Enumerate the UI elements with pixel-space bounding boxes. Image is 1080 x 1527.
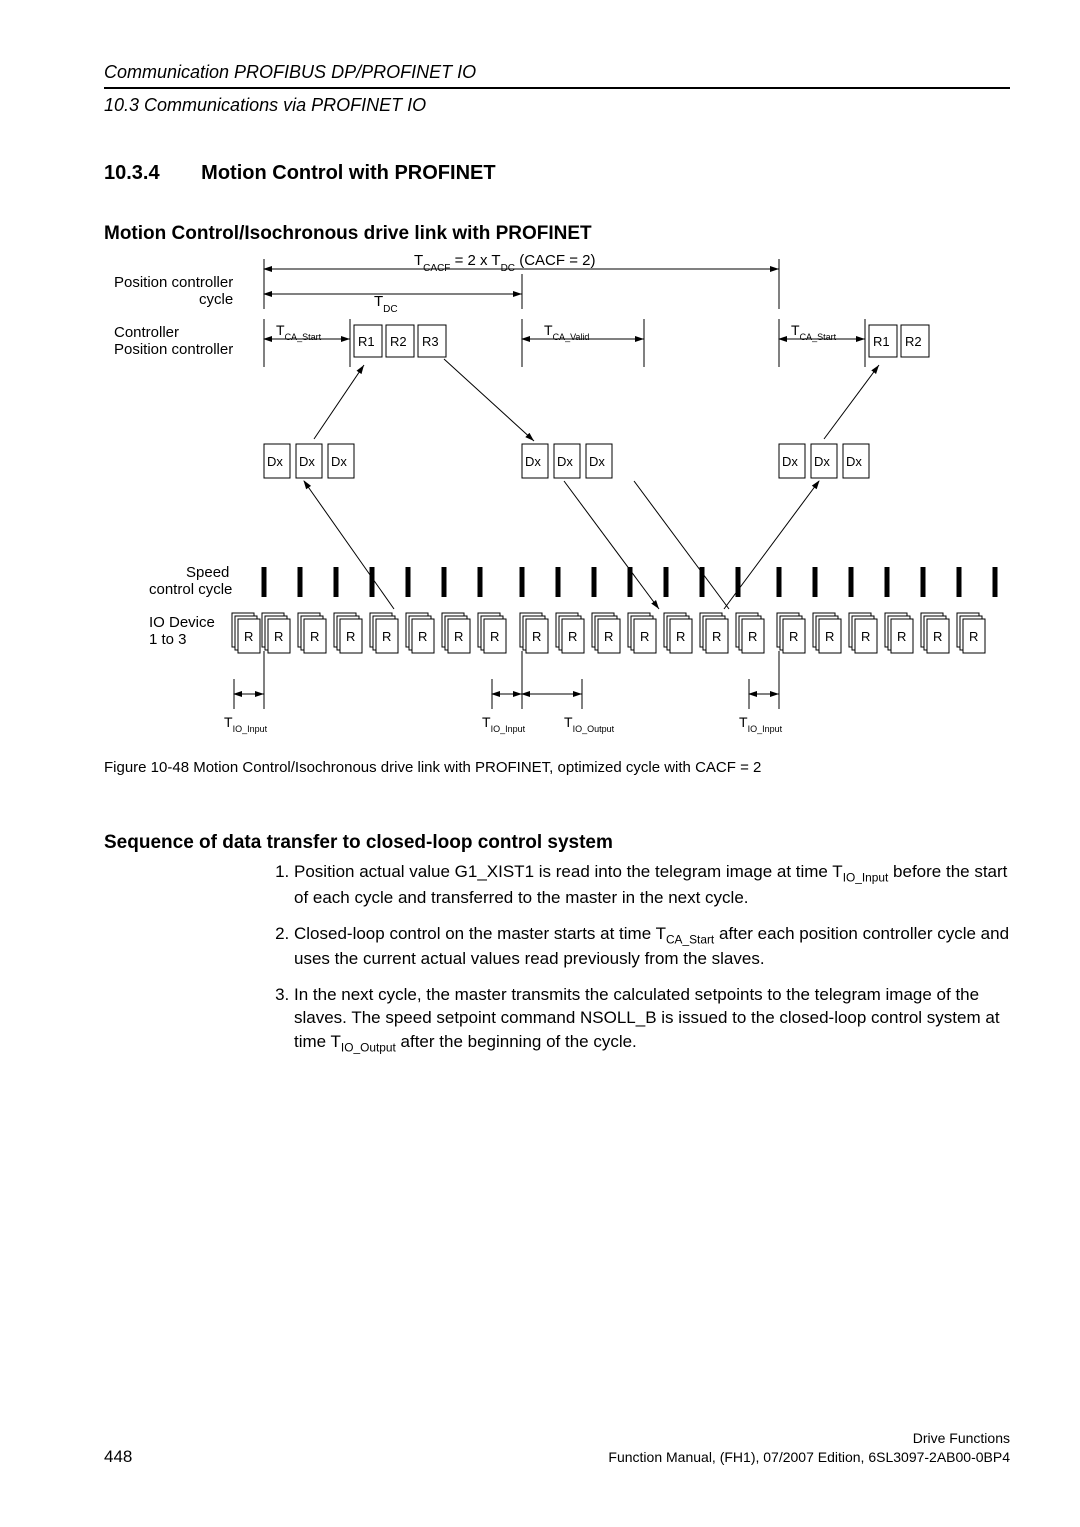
page-number: 448 xyxy=(104,1447,132,1467)
svg-text:R: R xyxy=(418,629,427,644)
section-heading: 10.3.4 Motion Control with PROFINET xyxy=(104,162,1010,185)
sequence-list: Position actual value G1_XIST1 is read i… xyxy=(104,860,1010,1055)
dx-row: Dx Dx Dx Dx Dx Dx Dx Dx Dx xyxy=(264,444,869,478)
footer-right: Drive Functions Function Manual, (FH1), … xyxy=(608,1429,1010,1467)
svg-text:R: R xyxy=(748,629,757,644)
tio-input-1: TIO_Input xyxy=(224,714,268,734)
svg-text:Dx: Dx xyxy=(814,454,830,469)
svg-text:R2: R2 xyxy=(905,334,922,349)
header-rule xyxy=(104,87,1010,89)
label-controller2: Position controller xyxy=(114,341,233,358)
svg-text:R: R xyxy=(244,629,253,644)
tdc-label: TDC xyxy=(374,293,398,315)
svg-text:R1: R1 xyxy=(873,334,890,349)
label-io2: 1 to 3 xyxy=(149,631,187,648)
tio-input-3: TIO_Input xyxy=(739,714,783,734)
svg-text:R: R xyxy=(861,629,870,644)
subheading-2: Sequence of data transfer to closed-loop… xyxy=(104,832,1010,854)
svg-text:R: R xyxy=(346,629,355,644)
svg-text:R: R xyxy=(712,629,721,644)
svg-text:R2: R2 xyxy=(390,334,407,349)
svg-text:R: R xyxy=(933,629,942,644)
svg-text:R: R xyxy=(897,629,906,644)
label-pos-cycle: Position controller xyxy=(114,274,233,291)
svg-text:R: R xyxy=(969,629,978,644)
svg-text:R: R xyxy=(676,629,685,644)
list-item-2: Closed-loop control on the master starts… xyxy=(294,922,1010,971)
svg-text:Dx: Dx xyxy=(589,454,605,469)
svg-text:Dx: Dx xyxy=(557,454,573,469)
svg-text:Dx: Dx xyxy=(299,454,315,469)
label-io: IO Device xyxy=(149,614,215,631)
label-pos-cycle2: cycle xyxy=(199,291,233,308)
svg-text:R: R xyxy=(604,629,613,644)
svg-text:Dx: Dx xyxy=(331,454,347,469)
svg-text:R: R xyxy=(789,629,798,644)
svg-text:R: R xyxy=(454,629,463,644)
svg-text:R: R xyxy=(640,629,649,644)
tio-input-2: TIO_Input xyxy=(482,714,526,734)
list-item-3: In the next cycle, the master transmits … xyxy=(294,983,1010,1056)
svg-text:R: R xyxy=(490,629,499,644)
header-line2: 10.3 Communications via PROFINET IO xyxy=(104,93,1010,118)
speed-ticks xyxy=(264,567,995,597)
label-speed2: control cycle xyxy=(149,581,232,598)
figure-caption: Figure 10-48 Motion Control/Isochronous … xyxy=(104,759,1010,776)
tio-output: TIO_Output xyxy=(564,714,615,734)
subheading-1: Motion Control/Isochronous drive link wi… xyxy=(104,223,1010,245)
header-line1: Communication PROFIBUS DP/PROFINET IO xyxy=(104,60,1010,85)
svg-text:R: R xyxy=(382,629,391,644)
tcacf-label: TCACF = 2 x TDC (CACF = 2) xyxy=(414,252,595,274)
svg-text:R3: R3 xyxy=(422,334,439,349)
section-number: 10.3.4 xyxy=(104,162,160,184)
label-speed: Speed xyxy=(186,564,229,581)
svg-text:Dx: Dx xyxy=(525,454,541,469)
svg-text:R: R xyxy=(274,629,283,644)
svg-text:R: R xyxy=(532,629,541,644)
svg-text:Dx: Dx xyxy=(782,454,798,469)
svg-text:R: R xyxy=(310,629,319,644)
timing-diagram: Position controller cycle Controller Pos… xyxy=(104,249,1010,749)
svg-text:Dx: Dx xyxy=(846,454,862,469)
svg-text:Dx: Dx xyxy=(267,454,283,469)
svg-text:R: R xyxy=(568,629,577,644)
section-title: Motion Control with PROFINET xyxy=(201,162,495,184)
label-controller: Controller xyxy=(114,324,179,341)
svg-text:R1: R1 xyxy=(358,334,375,349)
list-item-1: Position actual value G1_XIST1 is read i… xyxy=(294,860,1010,909)
svg-text:R: R xyxy=(825,629,834,644)
